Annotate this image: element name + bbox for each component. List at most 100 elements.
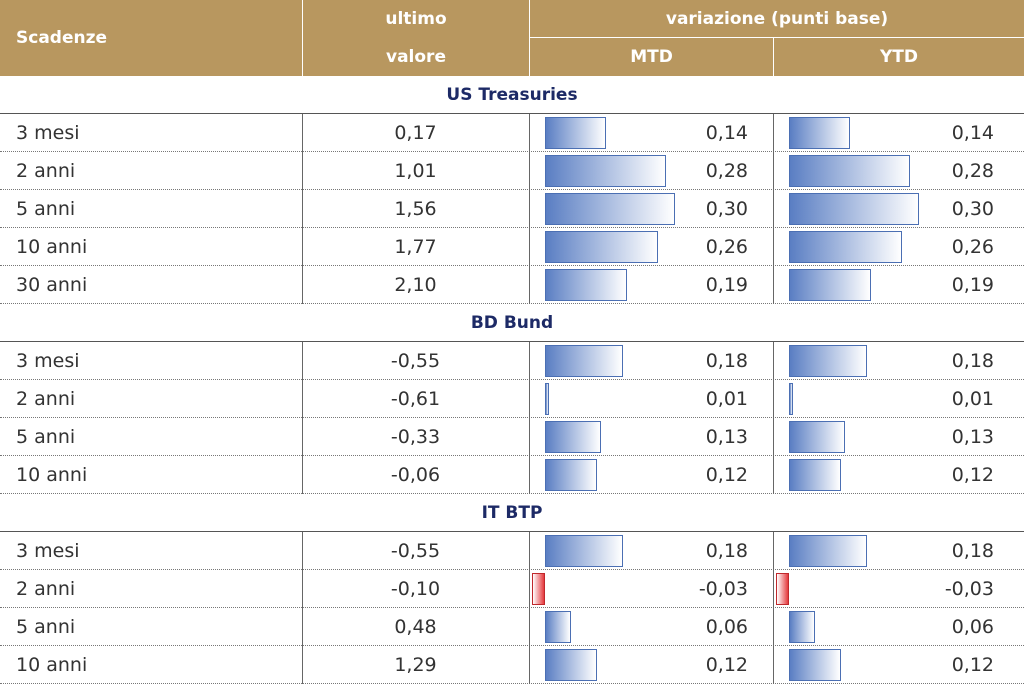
change-value: 0,13 — [705, 426, 748, 448]
data-bar — [545, 231, 658, 263]
column-line — [773, 228, 774, 266]
data-bar — [532, 573, 545, 605]
last-value: -0,61 — [390, 388, 441, 410]
change-value: 0,30 — [705, 198, 748, 220]
column-line — [529, 266, 530, 304]
header-last: ultimo — [302, 0, 529, 38]
maturity: 3 mesi — [16, 540, 80, 562]
column-line — [773, 190, 774, 228]
row-separator — [0, 151, 1024, 152]
column-line — [773, 608, 774, 646]
column-line — [529, 646, 530, 684]
section-title: IT BTP — [0, 494, 1024, 532]
column-line — [529, 114, 530, 152]
maturity: 3 mesi — [16, 350, 80, 372]
row-separator — [0, 303, 1024, 304]
column-line — [529, 380, 530, 418]
section-title: BD Bund — [0, 304, 1024, 342]
column-line — [302, 646, 303, 684]
last-value: 0,17 — [394, 122, 437, 144]
data-bar — [776, 573, 789, 605]
row-separator — [0, 265, 1024, 266]
change-value: 0,26 — [705, 236, 748, 258]
maturity: 2 anni — [16, 578, 76, 600]
column-line — [302, 152, 303, 190]
change-value: 0,19 — [951, 274, 994, 296]
change-value: 0,18 — [951, 540, 994, 562]
change-value: 0,06 — [705, 616, 748, 638]
change-value: 0,12 — [705, 464, 748, 486]
last-value: 1,01 — [394, 160, 437, 182]
column-line — [529, 456, 530, 494]
maturity: 10 anni — [16, 654, 88, 676]
data-bar — [545, 535, 623, 567]
row-separator — [0, 379, 1024, 380]
column-line — [529, 608, 530, 646]
maturity: 5 anni — [16, 616, 76, 638]
data-bar — [789, 459, 841, 491]
column-line — [302, 114, 303, 152]
data-bar — [789, 269, 872, 301]
change-value: -0,03 — [944, 578, 994, 600]
change-value: 0,01 — [951, 388, 994, 410]
maturity: 2 anni — [16, 160, 76, 182]
column-line — [302, 608, 303, 646]
last-value: 1,56 — [394, 198, 437, 220]
last-value: 0,48 — [394, 616, 437, 638]
data-bar — [545, 269, 628, 301]
maturity: 5 anni — [16, 198, 76, 220]
header-last: valore — [302, 38, 529, 76]
change-value: 0,12 — [705, 654, 748, 676]
column-line — [529, 570, 530, 608]
header-mtd: MTD — [529, 38, 773, 76]
change-value: -0,03 — [698, 578, 748, 600]
last-value: 2,10 — [394, 274, 437, 296]
change-value: 0,01 — [705, 388, 748, 410]
maturity: 2 anni — [16, 388, 76, 410]
column-line — [773, 570, 774, 608]
maturity: 10 anni — [16, 236, 88, 258]
last-value: 1,77 — [394, 236, 437, 258]
column-line — [302, 418, 303, 456]
data-bar — [545, 383, 550, 415]
row-separator — [0, 493, 1024, 494]
data-bar — [789, 611, 815, 643]
data-bar — [789, 117, 850, 149]
column-line — [529, 228, 530, 266]
change-value: 0,13 — [951, 426, 994, 448]
column-line — [529, 418, 530, 456]
column-line — [773, 114, 774, 152]
change-value: 0,14 — [705, 122, 748, 144]
change-value: 0,28 — [705, 160, 748, 182]
last-value: -0,06 — [390, 464, 441, 486]
data-bar — [545, 459, 597, 491]
data-bar — [545, 193, 675, 225]
data-bar — [789, 649, 841, 681]
maturity: 3 mesi — [16, 122, 80, 144]
change-value: 0,18 — [951, 350, 994, 372]
data-bar — [789, 535, 867, 567]
maturity: 10 anni — [16, 464, 88, 486]
last-value: -0,55 — [390, 540, 441, 562]
data-bar — [545, 155, 667, 187]
column-line — [302, 380, 303, 418]
change-value: 0,18 — [705, 540, 748, 562]
row-separator — [0, 417, 1024, 418]
data-bar — [545, 421, 602, 453]
maturity: 5 anni — [16, 426, 76, 448]
last-value: -0,55 — [390, 350, 441, 372]
row-separator — [0, 607, 1024, 608]
maturity: 30 anni — [16, 274, 88, 296]
column-line — [773, 342, 774, 380]
column-line — [773, 532, 774, 570]
column-line — [302, 570, 303, 608]
column-line — [529, 190, 530, 228]
last-value: 1,29 — [394, 654, 437, 676]
row-separator — [0, 645, 1024, 646]
row-separator — [0, 455, 1024, 456]
change-value: 0,14 — [951, 122, 994, 144]
column-line — [773, 152, 774, 190]
column-line — [529, 342, 530, 380]
data-bar — [789, 193, 919, 225]
